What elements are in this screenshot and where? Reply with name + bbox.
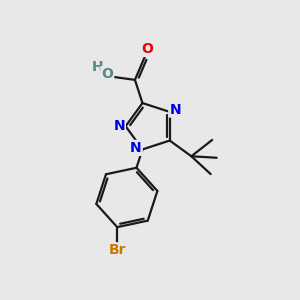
Text: H: H xyxy=(92,60,103,74)
Text: N: N xyxy=(113,119,125,133)
Text: Br: Br xyxy=(109,243,126,257)
Text: N: N xyxy=(130,141,142,155)
Text: O: O xyxy=(141,42,153,56)
Text: O: O xyxy=(101,67,113,81)
Text: N: N xyxy=(169,103,181,116)
